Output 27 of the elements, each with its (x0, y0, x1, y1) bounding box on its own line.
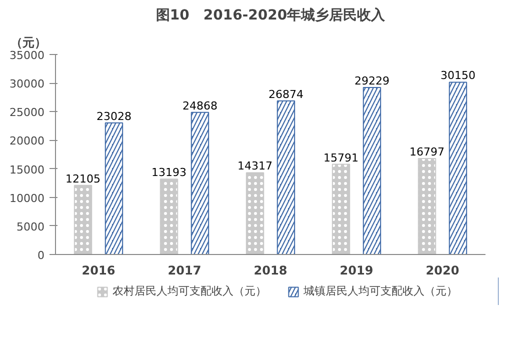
data-label: 24868 (182, 99, 218, 112)
y-tick-label: 5000 (16, 220, 45, 234)
y-tick-label: 25000 (10, 106, 45, 120)
data-label: 12105 (66, 172, 101, 186)
y-axis-title: （元） (10, 36, 46, 50)
y-tick-label: 10000 (10, 192, 45, 205)
data-label: 23028 (96, 110, 132, 123)
x-tick-label: 2020 (426, 264, 460, 278)
x-tick-label: 2016 (82, 264, 116, 278)
legend-label: 城镇居民人均可支配收入（元） (304, 284, 458, 298)
data-label: 30150 (440, 69, 476, 82)
data-label: 14317 (238, 160, 273, 173)
y-tick-label: 20000 (10, 134, 45, 148)
x-tick-label: 2017 (168, 264, 202, 278)
data-label: 16797 (410, 146, 445, 159)
data-label: 13193 (152, 166, 187, 180)
data-label: 29229 (354, 74, 390, 88)
data-label: 26874 (268, 88, 304, 101)
legend-label: 农村居民人均可支配收入（元） (112, 284, 266, 298)
x-tick-label: 2018 (254, 264, 288, 278)
y-tick-label: 30000 (10, 78, 45, 91)
chart-title: 图10 2016-2020年城乡居民收入 (156, 6, 386, 24)
x-tick-label: 2019 (340, 264, 374, 278)
y-tick-label: 0 (38, 249, 44, 262)
y-tick-label: 35000 (10, 49, 45, 62)
y-tick-label: 15000 (10, 163, 45, 176)
data-label: 15791 (324, 151, 359, 164)
